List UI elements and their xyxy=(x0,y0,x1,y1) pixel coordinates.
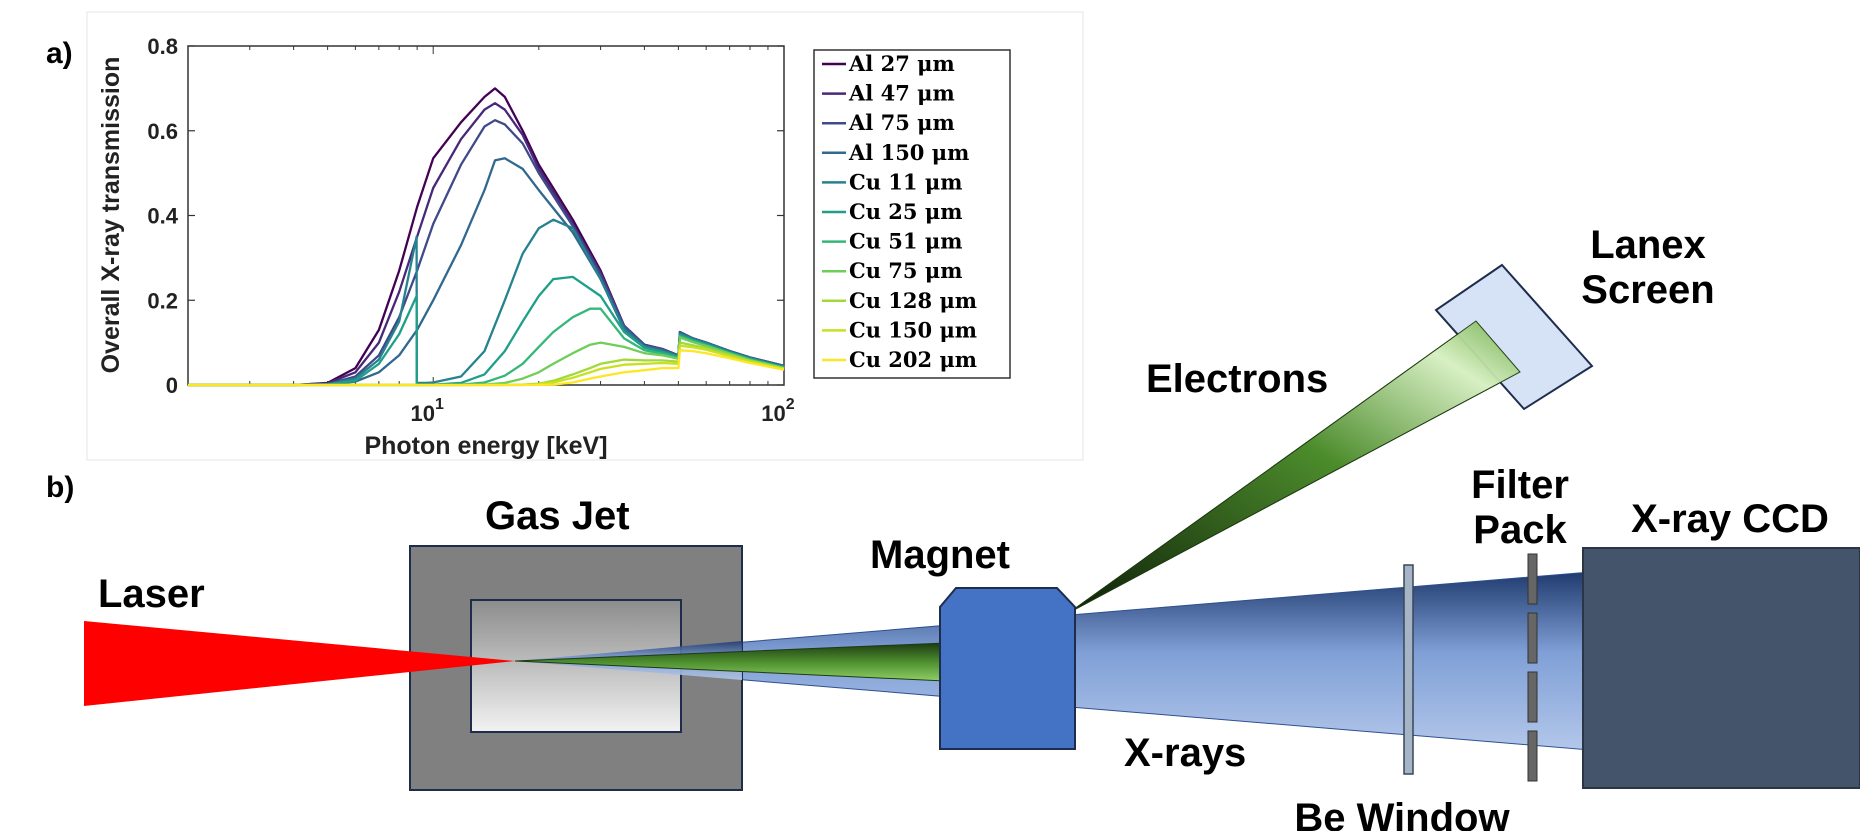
x-tick-label: 102 xyxy=(761,396,794,426)
ccd-label: X-ray CCD xyxy=(1631,497,1829,541)
filter-segment xyxy=(1527,730,1538,782)
panel-b-label: b) xyxy=(46,471,74,504)
electrons-label: Electrons xyxy=(1146,357,1328,401)
legend-label: Cu 75 μm xyxy=(849,258,962,283)
filter-pack-label-line2: Pack xyxy=(1473,508,1567,552)
be-window xyxy=(1403,564,1414,775)
legend-label: Al 27 μm xyxy=(848,51,955,76)
legend-label: Cu 51 μm xyxy=(849,229,962,254)
legend-label: Al 75 μm xyxy=(848,110,955,135)
x-tick-label: 101 xyxy=(411,396,444,426)
panel-a: a) 0 0.2 0.4 0.6 0.8 101 102 Photon energy [k… xyxy=(46,11,1084,461)
plot-area xyxy=(187,45,785,386)
panel-b: b) Laser Gas Jet M xyxy=(46,223,1860,831)
magnet xyxy=(939,587,1076,750)
be-window-label: Be Window xyxy=(1294,796,1510,831)
legend-label: Cu 128 μm xyxy=(849,288,977,313)
y-tick-label: 0.2 xyxy=(147,288,178,313)
legend-label: Al 47 μm xyxy=(848,81,955,106)
filter-segment xyxy=(1527,612,1538,664)
electron-beam-on-screen xyxy=(1069,320,1521,613)
filter-segment xyxy=(1527,671,1538,723)
legend-box xyxy=(813,49,1011,379)
xrays-label: X-rays xyxy=(1124,731,1246,775)
filter-pack-label-line1: Filter xyxy=(1471,463,1569,507)
lanex-label-line2: Screen xyxy=(1581,268,1714,312)
magnet-label: Magnet xyxy=(870,533,1010,577)
y-tick-label: 0.6 xyxy=(147,119,178,144)
y-axis-title: Overall X-ray transmission xyxy=(97,57,125,374)
series-lines xyxy=(188,87,785,387)
legend-label: Cu 11 μm xyxy=(849,169,962,194)
lanex-screen xyxy=(1434,263,1594,411)
transmission-chart: 0 0.2 0.4 0.6 0.8 101 102 Photon energy [keV]… xyxy=(97,34,1011,460)
legend-label: Cu 202 μm xyxy=(849,347,977,372)
series-line xyxy=(188,349,785,387)
y-tick-label: 0.4 xyxy=(147,204,178,229)
gas-jet-label: Gas Jet xyxy=(485,494,630,538)
panel-a-label: a) xyxy=(46,37,73,70)
filter-pack xyxy=(1527,553,1538,782)
xray-ccd xyxy=(1582,547,1860,789)
legend-label: Al 150 μm xyxy=(848,140,969,165)
x-axis-title: Photon energy [keV] xyxy=(364,432,607,460)
lanex-label-line1: Lanex xyxy=(1590,223,1706,267)
y-axis: 0 0.2 0.4 0.6 0.8 xyxy=(147,34,784,398)
y-tick-label: 0.8 xyxy=(147,34,178,59)
y-tick-label: 0 xyxy=(166,373,178,398)
legend-label: Cu 150 μm xyxy=(849,317,977,342)
filter-segment xyxy=(1527,553,1538,605)
chart-legend: Al 27 μm Al 47 μm Al 75 μm Al 150 μm Cu 11 μ… xyxy=(813,49,1011,379)
laser-beam xyxy=(84,621,515,706)
laser-label: Laser xyxy=(98,572,205,616)
legend-label: Cu 25 μm xyxy=(849,199,962,224)
